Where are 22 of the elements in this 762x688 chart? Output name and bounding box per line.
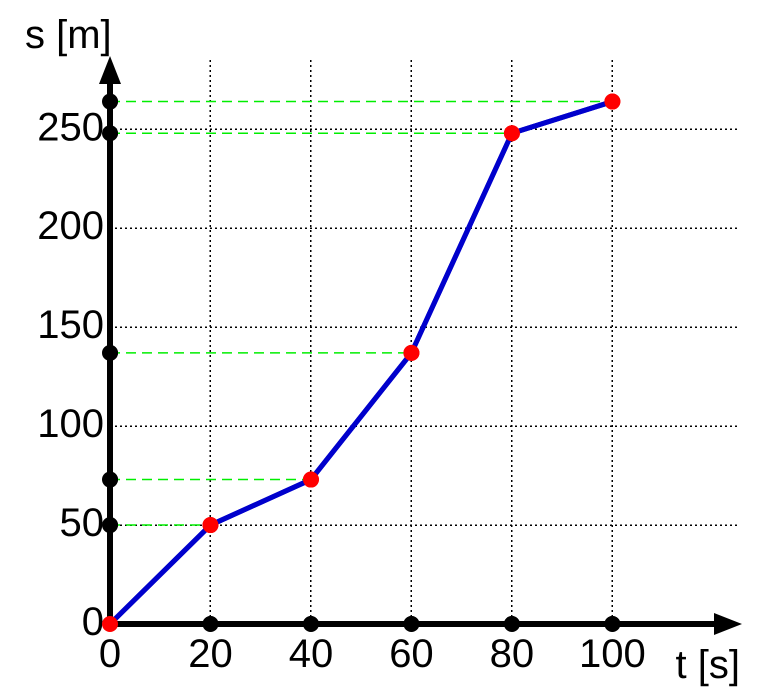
point <box>504 616 520 632</box>
x-tick-label: 100 <box>579 632 646 676</box>
y-tick-label: 50 <box>60 501 104 546</box>
x-tick-label: 20 <box>188 632 233 676</box>
point <box>302 616 319 632</box>
point <box>102 517 118 534</box>
x-tick-label: 80 <box>490 632 534 676</box>
point <box>604 616 620 632</box>
x-tick-label: 40 <box>288 632 334 676</box>
point <box>102 344 118 361</box>
point <box>202 616 218 632</box>
y-tick-label: 200 <box>37 204 104 248</box>
point <box>102 472 118 488</box>
point <box>403 616 420 632</box>
y-tick-label: 150 <box>37 303 104 348</box>
y-tick-label: 250 <box>37 105 104 150</box>
point <box>102 125 118 142</box>
x-axis-title: t [s] <box>676 643 740 687</box>
point <box>102 94 118 110</box>
x-tick-label: 60 <box>389 632 434 676</box>
y-axis-title: s [m] <box>25 13 112 57</box>
y-tick-label: 100 <box>37 402 104 446</box>
